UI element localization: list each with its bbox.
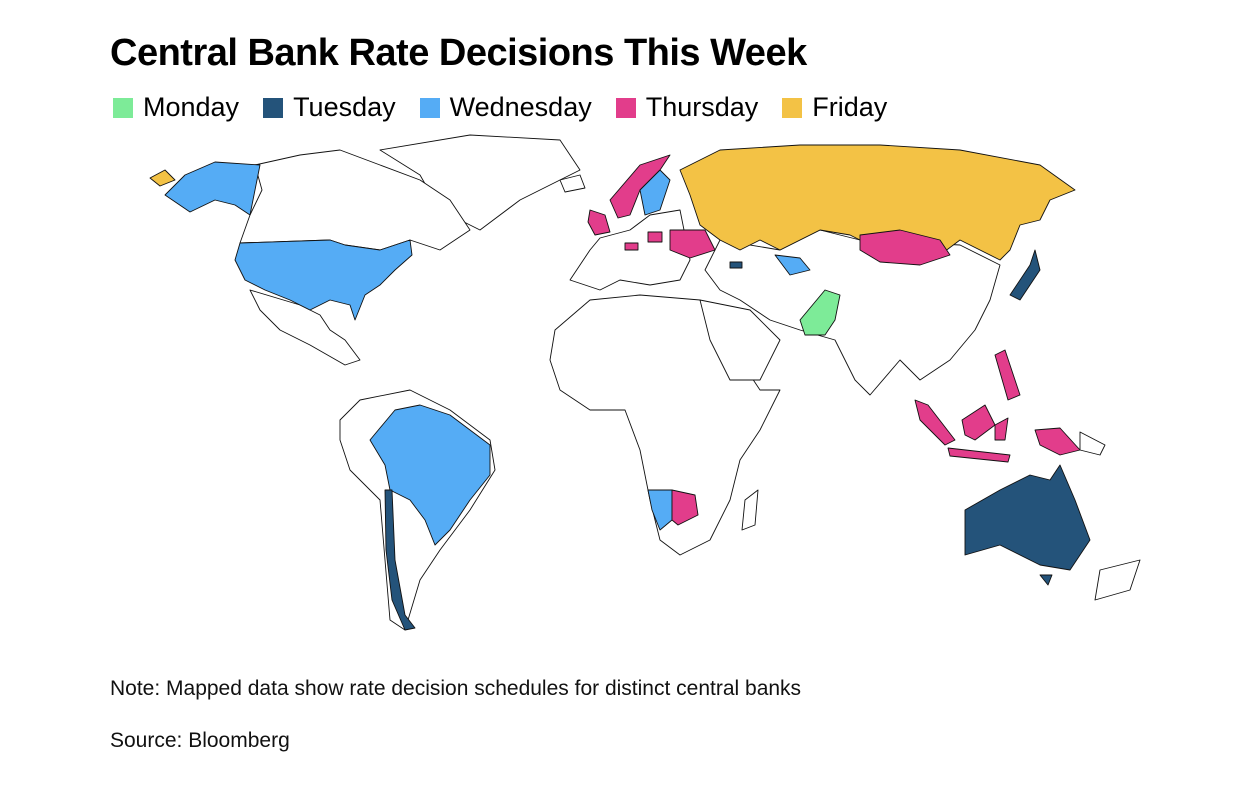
legend: Monday Tuesday Wednesday Thursday Friday <box>113 92 887 123</box>
legend-swatch <box>615 97 636 118</box>
map-title: Central Bank Rate Decisions This Week <box>110 32 807 74</box>
sulawesi <box>994 417 1009 441</box>
russia <box>679 144 1076 261</box>
legend-item: Friday <box>782 92 887 123</box>
sweden <box>639 169 671 216</box>
chile <box>384 489 416 631</box>
uzbekistan <box>774 254 811 276</box>
sumatra <box>914 399 956 446</box>
papua <box>1034 427 1081 456</box>
new-zealand <box>1094 559 1141 601</box>
legend-swatch <box>113 97 133 118</box>
alaska <box>164 161 261 216</box>
brazil <box>369 404 491 546</box>
legend-label: Monday <box>143 92 240 122</box>
philippines <box>994 349 1021 401</box>
note: Note: Mapped data show rate decision sch… <box>110 677 802 700</box>
iceland <box>559 174 586 193</box>
madagascar <box>741 489 759 531</box>
legend-swatch <box>263 97 284 118</box>
legend-item: Tuesday <box>263 92 396 123</box>
botswana-south-africa <box>671 489 699 526</box>
canada <box>239 149 471 251</box>
alaska-island <box>149 169 176 187</box>
java <box>947 447 1011 463</box>
australia <box>964 464 1091 571</box>
mongolia <box>859 229 951 266</box>
ukraine <box>669 229 716 259</box>
source: Source: Bloomberg <box>110 729 290 752</box>
japan <box>1009 249 1041 301</box>
georgia <box>729 261 743 269</box>
legend-item: Thursday <box>615 92 759 123</box>
tasmania <box>1039 574 1053 586</box>
hungary <box>624 242 639 251</box>
legend-label: Friday <box>812 92 888 122</box>
namibia <box>647 489 673 531</box>
legend-item: Wednesday <box>419 92 592 123</box>
borneo <box>961 404 996 441</box>
poland <box>647 231 663 243</box>
legend-swatch <box>782 97 803 118</box>
legend-item: Monday <box>113 92 239 123</box>
legend-label: Thursday <box>645 92 759 122</box>
united-states <box>234 239 413 321</box>
arabia <box>699 299 781 381</box>
central-america <box>249 289 361 366</box>
legend-label: Wednesday <box>449 92 592 122</box>
pakistan <box>799 289 841 336</box>
png <box>1079 431 1106 456</box>
legend-label: Tuesday <box>293 92 396 122</box>
united-kingdom <box>587 209 611 236</box>
legend-swatch <box>419 97 440 118</box>
